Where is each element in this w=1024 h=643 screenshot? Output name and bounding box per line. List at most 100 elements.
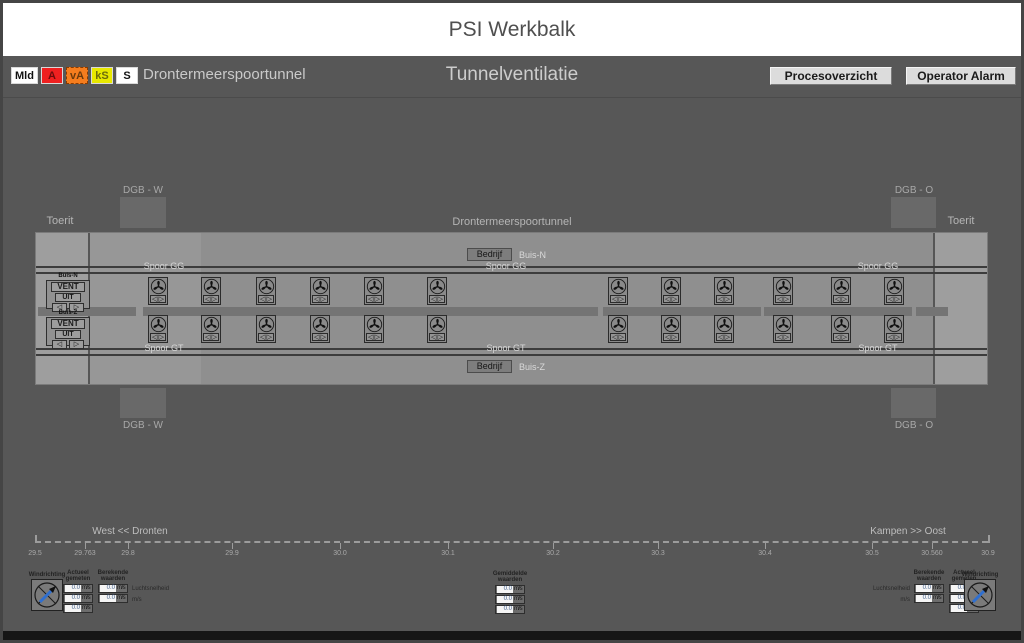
jet-fan[interactable]: ◁ ▷ bbox=[148, 277, 168, 305]
jet-fan[interactable]: ◁ ▷ bbox=[256, 277, 276, 305]
fan-icon bbox=[833, 278, 849, 295]
fan-direction-arrows[interactable]: ◁ ▷ bbox=[312, 295, 328, 303]
alarm-filter-mld-button[interactable]: Mld bbox=[11, 67, 38, 84]
jet-fan[interactable]: ◁ ▷ bbox=[364, 315, 384, 343]
fan-direction-arrows[interactable]: ◁ ▷ bbox=[833, 295, 849, 303]
measurement-unit: m/s bbox=[82, 585, 91, 591]
vent-button[interactable]: VENT bbox=[51, 282, 85, 292]
fan-direction-arrows[interactable]: ◁ ▷ bbox=[663, 295, 679, 303]
dgb-west-top-box[interactable] bbox=[120, 197, 166, 228]
operator-alarm-button[interactable]: Operator Alarm bbox=[906, 67, 1016, 85]
wind-direction-icon[interactable] bbox=[31, 579, 63, 611]
tunnel-divider-bar bbox=[38, 307, 136, 316]
spoor-gt-label-west: Spoor GT bbox=[144, 343, 184, 353]
fan-direction-arrows[interactable]: ◁ ▷ bbox=[203, 295, 219, 303]
dgb-oost-top-box[interactable] bbox=[891, 197, 936, 228]
uit-button[interactable]: UIT bbox=[55, 330, 81, 339]
fan-icon bbox=[150, 316, 166, 333]
ruler-tick-label: 29.8 bbox=[121, 550, 135, 557]
jet-fan[interactable]: ◁ ▷ bbox=[773, 315, 793, 343]
jet-fan[interactable]: ◁ ▷ bbox=[884, 315, 904, 343]
fan-direction-arrows[interactable]: ◁ ▷ bbox=[312, 333, 328, 341]
direction-oost-button[interactable]: ▷ bbox=[69, 303, 84, 312]
fan-direction-arrows[interactable]: ◁ ▷ bbox=[366, 333, 382, 341]
jet-fan[interactable]: ◁ ▷ bbox=[661, 277, 681, 305]
fan-icon bbox=[663, 316, 679, 333]
vent-button[interactable]: VENT bbox=[51, 319, 85, 329]
wind-direction-icon[interactable] bbox=[964, 579, 996, 611]
alarm-filter-va-button[interactable]: vA bbox=[65, 67, 89, 84]
uit-button[interactable]: UIT bbox=[55, 293, 81, 302]
direction-west-button[interactable]: ◁ bbox=[52, 303, 67, 312]
fan-direction-arrows[interactable]: ◁ ▷ bbox=[610, 295, 626, 303]
rail-line bbox=[36, 354, 987, 356]
jet-fan[interactable]: ◁ ▷ bbox=[714, 277, 734, 305]
direction-oost-button[interactable]: ▷ bbox=[69, 340, 84, 349]
jet-fan[interactable]: ◁ ▷ bbox=[831, 315, 851, 343]
fan-direction-arrows[interactable]: ◁ ▷ bbox=[366, 295, 382, 303]
tunnel-name-label: Drontermeerspoortunnel bbox=[452, 216, 572, 228]
jet-fan[interactable]: ◁ ▷ bbox=[148, 315, 168, 343]
spoor-gt-label-oost: Spoor GT bbox=[858, 343, 898, 353]
fan-direction-arrows[interactable]: ◁ ▷ bbox=[150, 333, 166, 341]
fan-direction-arrows[interactable]: ◁ ▷ bbox=[663, 333, 679, 341]
dgb-west-bottom-box[interactable] bbox=[120, 388, 166, 418]
dgb-oost-bottom-box[interactable] bbox=[891, 388, 936, 418]
fan-direction-arrows[interactable]: ◁ ▷ bbox=[886, 295, 902, 303]
procesoverzicht-button[interactable]: Procesoverzicht bbox=[770, 67, 892, 85]
ruler-tick-label: 30.3 bbox=[651, 550, 665, 557]
fan-direction-arrows[interactable]: ◁ ▷ bbox=[775, 295, 791, 303]
fan-direction-arrows[interactable]: ◁ ▷ bbox=[258, 333, 274, 341]
jet-fan[interactable]: ◁ ▷ bbox=[773, 277, 793, 305]
fan-direction-arrows[interactable]: ◁ ▷ bbox=[833, 333, 849, 341]
alarm-filter-ks-button[interactable]: kS bbox=[91, 67, 114, 84]
fan-icon bbox=[663, 278, 679, 295]
jet-fan[interactable]: ◁ ▷ bbox=[427, 277, 447, 305]
tunnel-divider-bar bbox=[764, 307, 912, 316]
direction-west-button[interactable]: ◁ bbox=[52, 340, 67, 349]
jet-fan[interactable]: ◁ ▷ bbox=[310, 315, 330, 343]
jet-fan[interactable]: ◁ ▷ bbox=[310, 277, 330, 305]
jet-fan[interactable]: ◁ ▷ bbox=[884, 277, 904, 305]
measurement-value: 0.0 bbox=[65, 595, 81, 602]
jet-fan[interactable]: ◁ ▷ bbox=[831, 277, 851, 305]
alarm-filter-a-button[interactable]: A bbox=[40, 67, 63, 84]
fan-direction-arrows[interactable]: ◁ ▷ bbox=[610, 333, 626, 341]
alarm-filter-s-button[interactable]: S bbox=[116, 67, 139, 84]
fan-icon bbox=[312, 278, 328, 295]
meter-side-label: Luchtsnelheid bbox=[872, 586, 910, 592]
buis-z-status-button[interactable]: Bedrijf bbox=[467, 360, 512, 373]
fan-icon bbox=[258, 278, 274, 295]
jet-fan[interactable]: ◁ ▷ bbox=[714, 315, 734, 343]
fan-direction-arrows[interactable]: ◁ ▷ bbox=[716, 333, 732, 341]
jet-fan[interactable]: ◁ ▷ bbox=[608, 315, 628, 343]
ruler-tick bbox=[340, 543, 341, 549]
buis-n-status-button[interactable]: Bedrijf bbox=[467, 248, 512, 261]
wind-icon-label-west: Windrichting bbox=[28, 572, 66, 578]
jet-fan[interactable]: ◁ ▷ bbox=[661, 315, 681, 343]
fan-icon bbox=[886, 316, 902, 333]
window-bottom-edge bbox=[3, 631, 1021, 640]
fan-direction-arrows[interactable]: ◁ ▷ bbox=[258, 295, 274, 303]
jet-fan[interactable]: ◁ ▷ bbox=[608, 277, 628, 305]
fan-direction-arrows[interactable]: ◁ ▷ bbox=[429, 333, 445, 341]
jet-fan[interactable]: ◁ ▷ bbox=[364, 277, 384, 305]
jet-fan[interactable]: ◁ ▷ bbox=[201, 315, 221, 343]
ruler-tick bbox=[932, 543, 933, 549]
wind-rose-icon bbox=[34, 582, 60, 608]
fan-direction-arrows[interactable]: ◁ ▷ bbox=[150, 295, 166, 303]
fan-direction-arrows[interactable]: ◁ ▷ bbox=[203, 333, 219, 341]
fan-direction-arrows[interactable]: ◁ ▷ bbox=[716, 295, 732, 303]
jet-fan[interactable]: ◁ ▷ bbox=[256, 315, 276, 343]
wind-rose-icon bbox=[967, 582, 993, 608]
jet-fan[interactable]: ◁ ▷ bbox=[427, 315, 447, 343]
fan-icon bbox=[366, 316, 382, 333]
jet-fan[interactable]: ◁ ▷ bbox=[201, 277, 221, 305]
measurement-unit: m/s bbox=[514, 596, 523, 602]
fan-direction-arrows[interactable]: ◁ ▷ bbox=[775, 333, 791, 341]
measurement-unit: m/s bbox=[514, 586, 523, 592]
fan-icon bbox=[429, 278, 445, 295]
fan-direction-arrows[interactable]: ◁ ▷ bbox=[429, 295, 445, 303]
fan-direction-arrows[interactable]: ◁ ▷ bbox=[886, 333, 902, 341]
